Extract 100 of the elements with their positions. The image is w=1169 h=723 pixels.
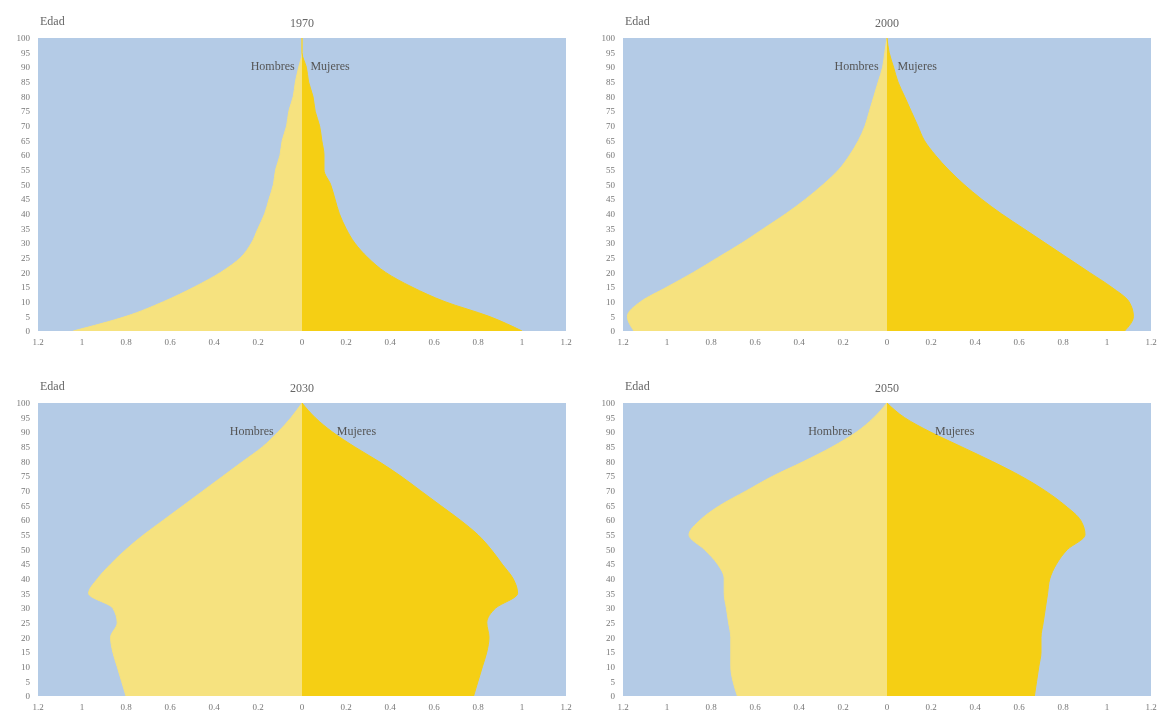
y-tick-label: 15 [21, 282, 31, 293]
series-label: Mujeres [935, 424, 976, 440]
x-tick-label: 0.8 [120, 337, 133, 348]
y-tick-label: 80 [606, 91, 616, 102]
y-tick-label: 55 [21, 165, 31, 176]
x-tick-label: 0.2 [925, 337, 937, 348]
y-tick-label: 75 [21, 106, 31, 117]
series-label: Hombres [228, 424, 274, 440]
x-tick-label: 1.2 [617, 702, 629, 713]
series-label: Hombres [807, 424, 853, 440]
y-tick-label: 0 [610, 691, 616, 702]
y-tick-label: 75 [606, 471, 616, 482]
x-tick-label: 0 [884, 337, 890, 348]
y-tick-label: 100 [601, 33, 616, 44]
y-tick-label: 5 [25, 676, 31, 687]
x-tick-label: 0.4 [208, 337, 221, 348]
y-tick-label: 65 [606, 500, 616, 511]
x-tick-label: 0.2 [252, 702, 264, 713]
y-tick-label: 95 [606, 412, 616, 423]
x-tick-label: 0.8 [705, 702, 718, 713]
x-tick-label: 0.6 [164, 337, 177, 348]
x-tick-label: 0.6 [1013, 337, 1026, 348]
y-tick-label: 45 [21, 194, 31, 205]
y-tick-label: 65 [21, 500, 31, 511]
x-tick-label: 0.6 [749, 337, 762, 348]
y-tick-label: 40 [606, 573, 616, 584]
y-tick-label: 30 [21, 238, 31, 249]
y-tick-label: 75 [606, 106, 616, 117]
y-tick-label: 35 [606, 588, 616, 599]
y-axis-title: Edad [625, 14, 650, 29]
y-tick-label: 0 [25, 691, 31, 702]
x-tick-label: 0.8 [1057, 702, 1070, 713]
y-tick-label: 65 [21, 135, 31, 146]
y-tick-label: 10 [606, 661, 616, 672]
y-tick-label: 45 [606, 559, 616, 570]
x-tick-label: 0.2 [340, 702, 352, 713]
x-tick-label: 0 [299, 702, 305, 713]
y-tick-label: 0 [610, 326, 616, 337]
x-tick-label: 1.2 [1145, 337, 1157, 348]
x-tick-label: 0.6 [749, 702, 762, 713]
y-tick-label: 35 [606, 223, 616, 234]
y-tick-label: 80 [606, 456, 616, 467]
y-tick-label: 80 [21, 91, 31, 102]
y-tick-label: 60 [21, 150, 31, 161]
y-tick-label: 10 [21, 296, 31, 307]
y-tick-label: 30 [606, 238, 616, 249]
x-tick-label: 0 [299, 337, 305, 348]
x-tick-label: 1 [519, 337, 525, 348]
y-tick-label: 85 [606, 77, 616, 88]
x-tick-label: 1 [1104, 702, 1110, 713]
x-tick-label: 1 [664, 702, 670, 713]
y-tick-label: 65 [606, 135, 616, 146]
x-tick-label: 1 [79, 702, 85, 713]
y-tick-label: 60 [21, 515, 31, 526]
x-tick-label: 0.4 [793, 337, 806, 348]
y-tick-label: 80 [21, 456, 31, 467]
series-label: Hombres [249, 59, 295, 75]
series-label: Hombres [833, 59, 879, 75]
x-tick-label: 0.6 [164, 702, 177, 713]
x-tick-label: 1.2 [1145, 702, 1157, 713]
chart-title: 2030 [290, 381, 314, 395]
x-tick-label: 0.2 [252, 337, 264, 348]
y-tick-label: 50 [606, 179, 616, 190]
x-tick-label: 0.4 [384, 337, 397, 348]
x-tick-label: 1.2 [617, 337, 629, 348]
y-tick-label: 55 [606, 530, 616, 541]
y-tick-label: 85 [21, 442, 31, 453]
y-tick-label: 95 [21, 47, 31, 58]
y-tick-label: 15 [606, 282, 616, 293]
y-tick-label: 5 [610, 676, 616, 687]
y-tick-label: 95 [606, 47, 616, 58]
x-tick-label: 1.2 [560, 337, 572, 348]
y-tick-label: 40 [21, 573, 31, 584]
y-tick-label: 90 [21, 427, 31, 438]
y-tick-label: 20 [21, 632, 31, 643]
y-tick-label: 15 [606, 647, 616, 658]
y-tick-label: 45 [606, 194, 616, 205]
y-tick-label: 20 [21, 267, 31, 278]
x-tick-label: 1.2 [32, 702, 44, 713]
series-label: Mujeres [336, 424, 378, 440]
y-tick-label: 90 [606, 427, 616, 438]
x-tick-label: 1 [519, 702, 525, 713]
y-tick-label: 70 [606, 486, 616, 497]
y-tick-label: 40 [606, 209, 616, 219]
y-axis-title: Edad [625, 379, 650, 394]
series-label: Mujeres [897, 59, 938, 75]
series-label: Mujeres [310, 59, 351, 75]
y-tick-label: 25 [606, 252, 616, 263]
x-tick-label: 0.4 [969, 337, 982, 348]
y-tick-label: 90 [21, 62, 31, 73]
chart-title: 2000 [875, 16, 899, 30]
y-tick-label: 5 [610, 311, 616, 322]
x-tick-label: 0.8 [1057, 337, 1070, 348]
x-tick-label: 1 [664, 337, 670, 348]
x-tick-label: 1.2 [560, 702, 572, 713]
x-tick-label: 0.8 [705, 337, 718, 348]
x-tick-label: 0.2 [340, 337, 352, 348]
y-tick-label: 55 [606, 165, 616, 176]
y-tick-label: 50 [21, 179, 31, 190]
y-tick-label: 10 [21, 661, 31, 672]
